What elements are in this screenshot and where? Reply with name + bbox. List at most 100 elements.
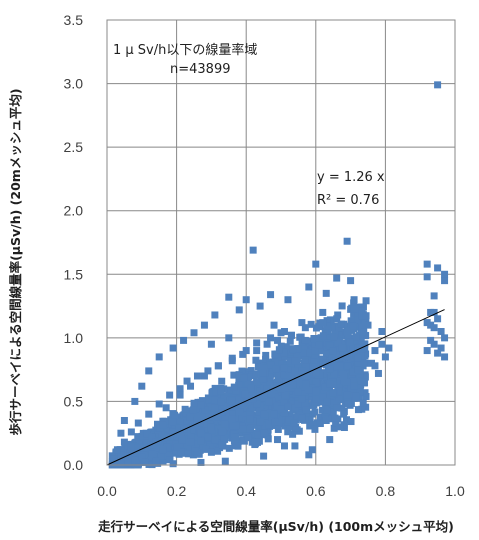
data-point [273,350,281,358]
data-point [277,342,285,350]
data-point [161,417,169,425]
data-point [230,383,238,391]
data-point [336,377,344,385]
data-point [232,387,240,395]
data-point [359,399,367,407]
data-point [293,349,301,357]
data-point [205,413,213,421]
data-point [338,302,346,310]
data-point [175,424,183,432]
data-point [306,337,314,345]
data-point [241,411,249,419]
data-point [294,372,302,380]
x-tick-label: 0.2 [167,483,187,499]
data-point [199,442,207,450]
data-point [260,452,268,460]
data-point [222,405,230,413]
data-point [329,389,337,397]
data-point [354,344,362,352]
data-point [193,417,201,424]
data-point [343,237,351,245]
data-point [284,296,292,304]
data-point [352,333,360,341]
data-point [311,425,319,433]
data-point [266,409,274,417]
data-point [124,458,132,466]
data-point [169,344,177,352]
data-point [359,303,367,311]
y-tick-label: 0.5 [64,393,84,409]
data-point [294,345,302,353]
data-point [225,293,233,301]
data-point [352,392,360,400]
data-point [385,344,393,352]
data-point [321,383,329,391]
data-point [374,369,382,377]
data-point [260,410,268,418]
data-point [334,387,342,395]
data-point [293,383,301,391]
data-point [362,297,370,305]
data-point [232,422,240,430]
data-point [301,336,309,344]
data-point [338,404,346,412]
data-point [350,382,358,390]
data-point [183,377,191,385]
data-point [378,340,386,348]
data-point [298,414,306,422]
data-point [354,354,362,362]
data-point [211,404,219,412]
data-point [207,407,215,415]
data-point [323,369,331,377]
data-point [296,378,304,386]
data-point [362,312,370,320]
data-point [346,338,354,346]
data-point [228,397,236,405]
data-point [211,421,219,429]
data-point [277,329,285,337]
data-point [245,373,253,381]
data-point [275,346,283,354]
data-point [248,438,256,446]
data-point [310,421,318,429]
data-point [264,426,272,434]
data-point [120,417,128,424]
data-point [291,442,299,450]
data-point [207,423,215,431]
data-point [323,398,331,406]
data-point [330,324,338,332]
data-point [131,397,139,405]
data-point [256,387,264,395]
data-point [247,384,255,392]
data-point [327,399,335,407]
data-point [169,460,177,468]
data-point [423,273,431,281]
data-point [349,322,357,330]
data-point [228,354,236,362]
data-point [361,359,369,367]
data-point [358,323,366,331]
data-point [129,452,137,460]
data-point [235,306,243,314]
data-point [188,426,196,434]
data-point [364,321,372,329]
data-point [280,364,288,372]
x-axis-title: 走行サーベイによる空間線量率(μSv/h) (100mメッシュ平均) [98,519,454,534]
data-point [430,340,438,348]
data-point [254,412,262,420]
data-point [127,428,135,436]
data-point [304,376,312,384]
data-point [289,381,297,389]
data-point [358,307,366,315]
data-point [330,357,338,365]
data-point [306,416,314,424]
data-point [296,333,304,341]
data-point [322,359,330,367]
data-point [309,363,317,371]
data-point [281,422,289,430]
data-point [354,309,362,317]
data-point [333,404,341,412]
data-point [319,393,327,401]
data-point [189,406,197,414]
